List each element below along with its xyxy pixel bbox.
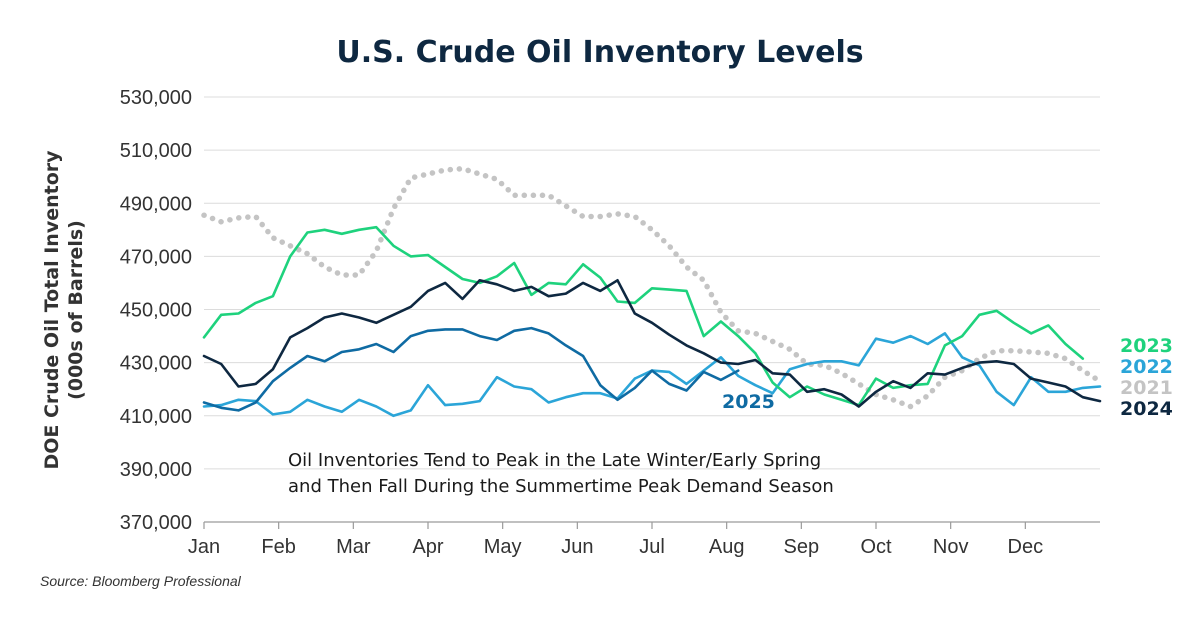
x-tick-label: Jul [639, 536, 665, 558]
y-axis-label-line1: DOE Crude Oil Total Inventory [41, 150, 63, 470]
annotation-line2: and Then Fall During the Summertime Peak… [288, 476, 834, 497]
legend-label-2022: 2022 [1120, 356, 1173, 378]
x-tick-label: Oct [860, 536, 892, 558]
x-tick-label: Feb [261, 536, 295, 558]
series-line-2024 [202, 278, 1102, 408]
x-tick-label: Apr [412, 536, 443, 558]
source-note: Source: Bloomberg Professional [40, 573, 242, 589]
series-line-2021 [201, 165, 1103, 410]
y-tick-label: 430,000 [120, 353, 192, 375]
x-tick-label: Jan [188, 536, 220, 558]
legend-label-2024: 2024 [1120, 398, 1173, 420]
y-axis-label: DOE Crude Oil Total Inventory (000s of B… [41, 150, 87, 470]
x-tick-label: May [484, 536, 522, 558]
y-tick-label: 450,000 [120, 300, 192, 322]
x-tick-label: Aug [709, 536, 745, 558]
x-axis-ticks: Jan Feb Mar Apr May Jun Jul Aug Sep Oct Nov Dec [188, 522, 1043, 558]
annotation-line1: Oil Inventories Tend to Peak in the Late… [288, 450, 821, 471]
x-tick-label: Nov [933, 536, 969, 558]
x-tick-label: Sep [784, 536, 820, 558]
x-tick-label: Dec [1008, 536, 1044, 558]
x-tick-label: Jun [561, 536, 593, 558]
y-tick-label: 470,000 [120, 246, 192, 268]
series-lines [201, 165, 1103, 418]
y-axis-ticks: 370,000 390,000 410,000 430,000 450,000 470,0… [120, 87, 192, 534]
legend-label-2021: 2021 [1120, 377, 1173, 399]
y-tick-label: 390,000 [120, 459, 192, 481]
series-line-2023 [202, 225, 1085, 407]
y-tick-label: 510,000 [120, 140, 192, 162]
series-label-2025: 2025 [722, 391, 775, 413]
legend-label-2023: 2023 [1120, 335, 1173, 357]
y-tick-label: 410,000 [120, 406, 192, 428]
y-axis-label-line2: (000s of Barrels) [65, 220, 87, 400]
x-tick-label: Mar [336, 536, 371, 558]
chart-title: U.S. Crude Oil Inventory Levels [336, 35, 863, 70]
series-line-2022 [202, 332, 1102, 418]
y-tick-label: 490,000 [120, 193, 192, 215]
y-tick-label: 530,000 [120, 87, 192, 109]
series-line-2025 [202, 326, 740, 412]
y-tick-label: 370,000 [120, 512, 192, 534]
